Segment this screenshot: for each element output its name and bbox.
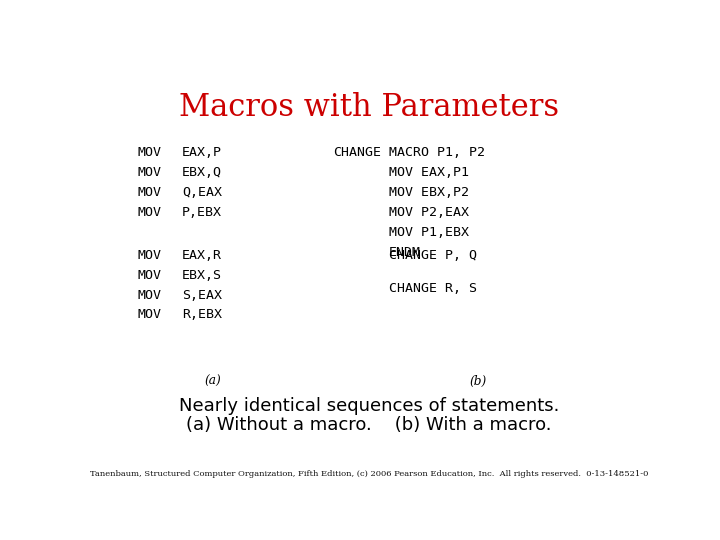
- Text: Tanenbaum, Structured Computer Organization, Fifth Edition, (c) 2006 Pearson Edu: Tanenbaum, Structured Computer Organizat…: [90, 470, 648, 478]
- Text: MOV: MOV: [138, 288, 161, 301]
- Text: MOV: MOV: [138, 268, 161, 281]
- Text: CHANGE R, S: CHANGE R, S: [389, 282, 477, 295]
- Text: ENDM: ENDM: [389, 246, 420, 259]
- Text: P,EBX: P,EBX: [182, 206, 222, 219]
- Text: MOV P2,EAX: MOV P2,EAX: [389, 206, 469, 219]
- Text: EBX,S: EBX,S: [182, 268, 222, 281]
- Text: MACRO P1, P2: MACRO P1, P2: [389, 146, 485, 159]
- Text: CHANGE: CHANGE: [333, 146, 381, 159]
- Text: Macros with Parameters: Macros with Parameters: [179, 92, 559, 123]
- Text: EAX,P: EAX,P: [182, 146, 222, 159]
- Text: CHANGE P, Q: CHANGE P, Q: [389, 248, 477, 261]
- Text: S,EAX: S,EAX: [182, 288, 222, 301]
- Text: (b): (b): [469, 375, 487, 388]
- Text: EBX,Q: EBX,Q: [182, 166, 222, 179]
- Text: EAX,R: EAX,R: [182, 248, 222, 261]
- Text: MOV: MOV: [138, 146, 161, 159]
- Text: Nearly identical sequences of statements.: Nearly identical sequences of statements…: [179, 397, 559, 415]
- Text: MOV: MOV: [138, 248, 161, 261]
- Text: (a) Without a macro.    (b) With a macro.: (a) Without a macro. (b) With a macro.: [186, 416, 552, 434]
- Text: MOV: MOV: [138, 308, 161, 321]
- Text: MOV P1,EBX: MOV P1,EBX: [389, 226, 469, 239]
- Text: R,EBX: R,EBX: [182, 308, 222, 321]
- Text: MOV: MOV: [138, 166, 161, 179]
- Text: MOV: MOV: [138, 186, 161, 199]
- Text: (a): (a): [204, 375, 221, 388]
- Text: Q,EAX: Q,EAX: [182, 186, 222, 199]
- Text: MOV: MOV: [138, 206, 161, 219]
- Text: MOV EBX,P2: MOV EBX,P2: [389, 186, 469, 199]
- Text: MOV EAX,P1: MOV EAX,P1: [389, 166, 469, 179]
